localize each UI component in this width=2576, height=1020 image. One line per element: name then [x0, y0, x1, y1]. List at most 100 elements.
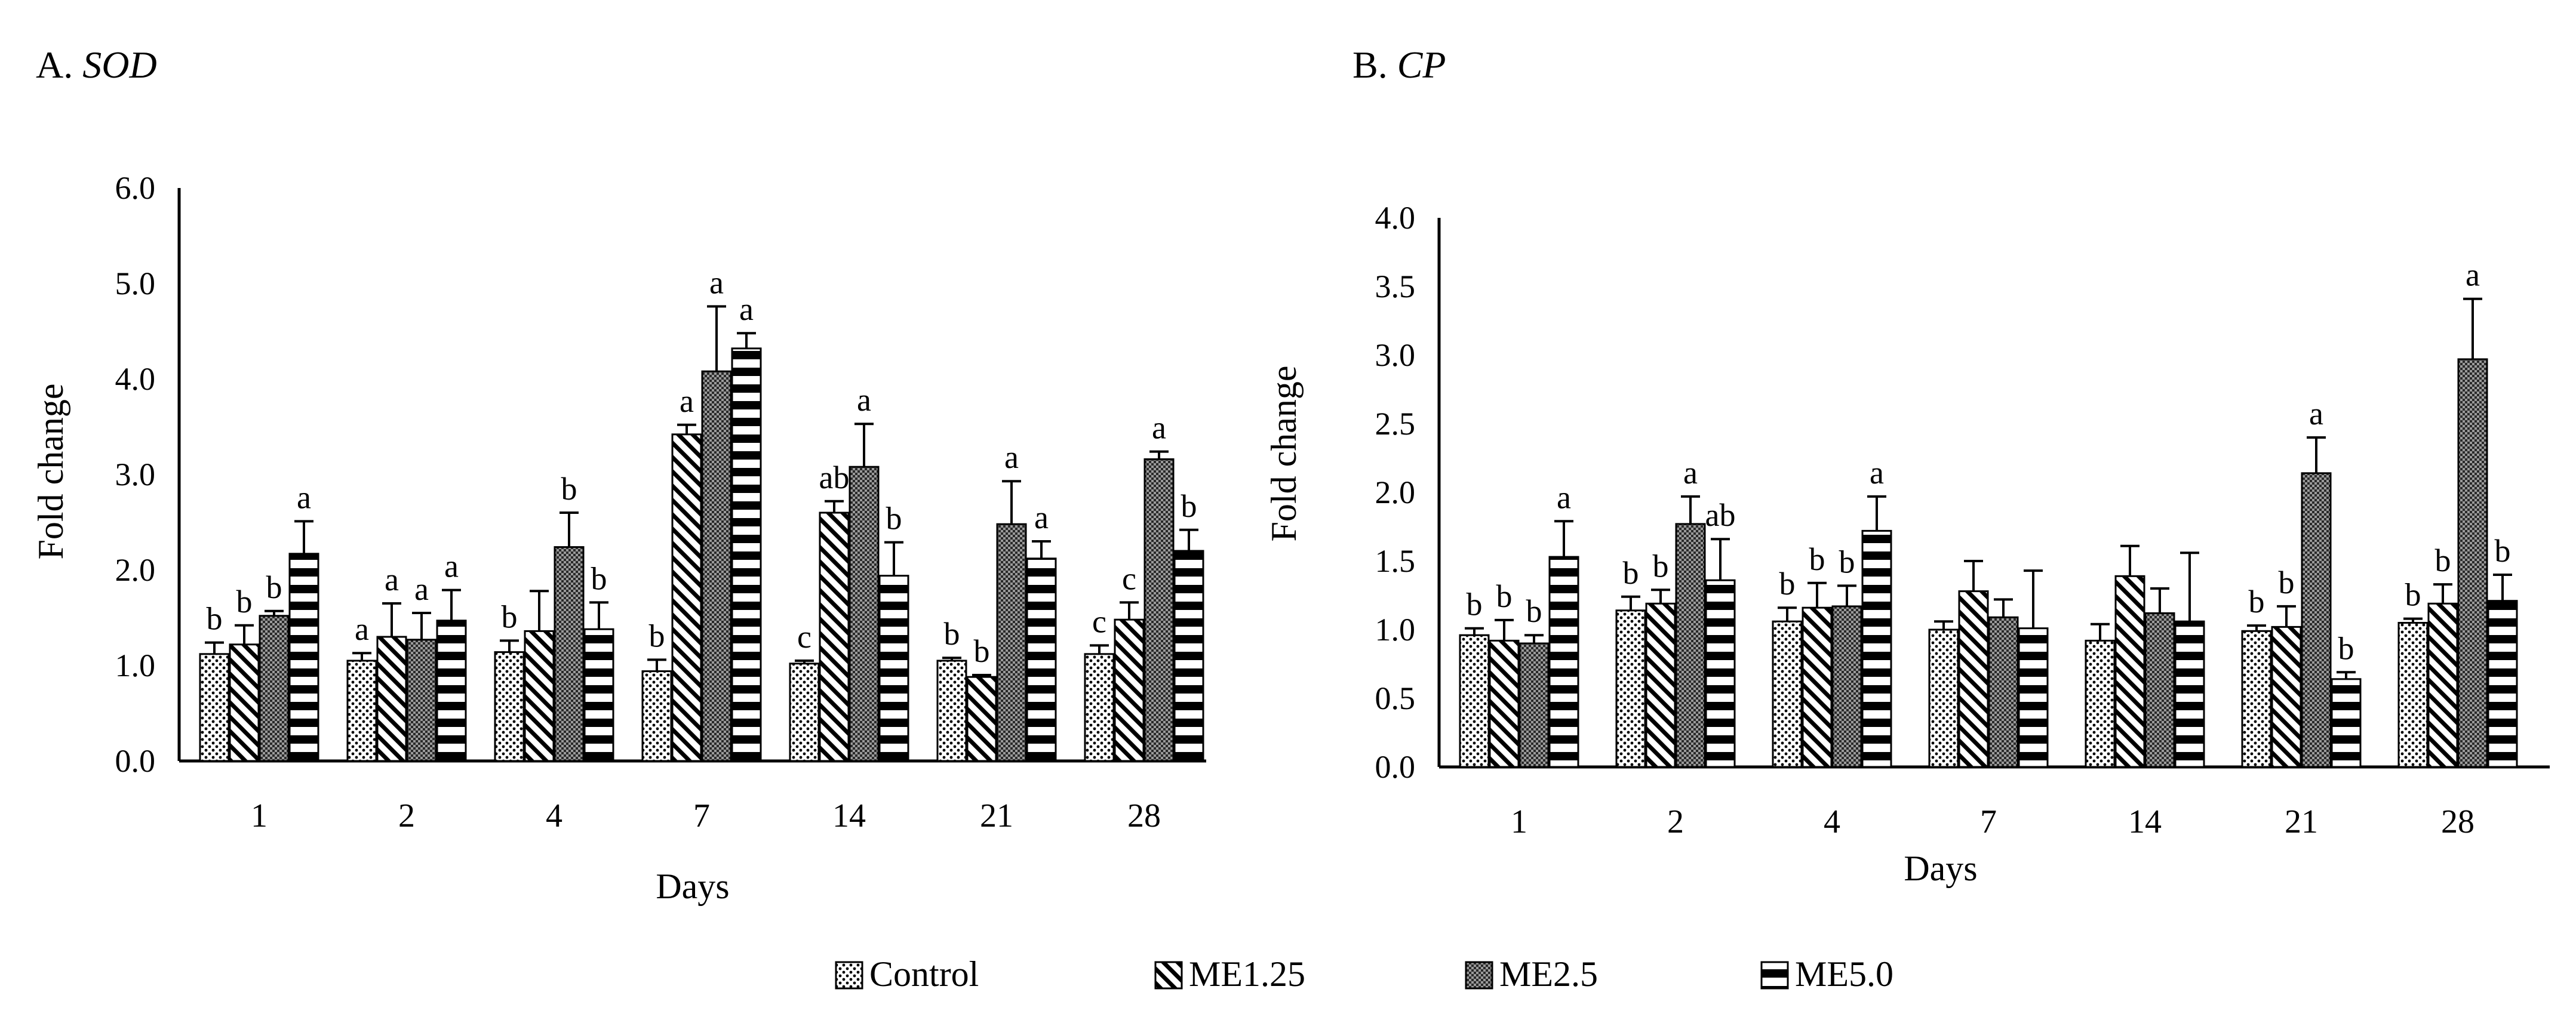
x-tick-label-b: 28: [2441, 803, 2474, 840]
significance-letter-a: c: [797, 619, 811, 655]
legend-swatch-me25: [1465, 961, 1493, 990]
x-tick-label-a: 2: [398, 797, 415, 834]
significance-letter-b: a: [2466, 257, 2480, 293]
bar-b-me25: [2301, 472, 2332, 768]
y-tick-label-b: 0.5: [1375, 680, 1416, 716]
bar-a-me50: [583, 628, 614, 762]
bar-b-me125: [1958, 590, 1989, 768]
bar-a-me50: [1173, 550, 1204, 762]
bar-a-me50: [878, 575, 909, 762]
significance-letter-a: b: [1181, 488, 1197, 524]
bar-a-me25: [849, 466, 880, 762]
bar-b-control: [2241, 630, 2272, 768]
significance-letter-b: a: [1870, 455, 1884, 491]
y-tick-label-a: 5.0: [115, 266, 156, 301]
x-tick-label-b: 4: [1824, 803, 1840, 840]
legend-swatch-control: [835, 961, 863, 990]
legend-swatch-me50: [1760, 961, 1789, 990]
bar-b-control: [1459, 634, 1490, 768]
x-tick-label-a: 21: [980, 797, 1013, 834]
significance-letter-b: a: [2309, 396, 2323, 432]
bar-b-me25: [1988, 616, 2019, 768]
significance-letter-a: b: [944, 616, 960, 652]
bar-b-me25: [2457, 358, 2488, 768]
significance-letter-a: b: [974, 633, 990, 669]
y-tick-label-b: 4.0: [1375, 200, 1416, 236]
bar-b-me50: [1548, 556, 1579, 768]
significance-letter-b: b: [1653, 548, 1669, 584]
significance-letter-b: ab: [1705, 497, 1736, 533]
significance-letter-a: a: [739, 291, 754, 327]
y-tick-label-b: 1.0: [1375, 612, 1416, 648]
bar-a-me25: [554, 546, 585, 762]
significance-letter-a: a: [857, 382, 871, 418]
legend-label: ME1.25: [1189, 954, 1305, 994]
y-tick-label-b: 2.5: [1375, 406, 1416, 442]
panel-a-gene: SOD: [82, 44, 156, 86]
x-tick-label-b: 14: [2128, 803, 2162, 840]
significance-letter-b: b: [1467, 587, 1483, 623]
bar-a-control: [789, 662, 820, 762]
bar-b-control: [1928, 628, 1959, 768]
x-tick-label-a: 28: [1127, 797, 1161, 834]
x-tick-label-a: 4: [546, 797, 562, 834]
y-tick-label-a: 2.0: [115, 552, 156, 588]
x-tick-label-a: 7: [693, 797, 710, 834]
bar-b-me25: [2144, 612, 2175, 768]
significance-letter-a: c: [1122, 560, 1136, 596]
significance-letter-a: a: [1034, 500, 1049, 535]
panel-b-xlabel: Days: [1904, 849, 1977, 888]
bar-b-me125: [1489, 639, 1520, 768]
bar-a-me50: [436, 620, 467, 762]
bar-a-me25: [259, 615, 290, 762]
significance-letter-a: b: [236, 584, 253, 620]
legend: Control ME1.25 ME2.5 ME5.0: [835, 954, 1893, 994]
bar-b-control: [2085, 639, 2116, 768]
bar-a-control: [494, 651, 525, 762]
bar-a-control: [936, 660, 967, 762]
significance-letter-b: b: [2279, 565, 2295, 600]
x-tick-label-a: 1: [251, 797, 268, 834]
y-tick-label-b: 3.5: [1375, 269, 1416, 304]
bar-a-me125: [524, 630, 555, 762]
y-tick-label-a: 4.0: [115, 361, 156, 397]
significance-letter-a: a: [385, 562, 399, 597]
significance-letter-b: b: [1839, 544, 1855, 580]
significance-letter-b: b: [2435, 543, 2451, 578]
significance-letter-a: a: [1152, 410, 1166, 446]
bar-b-control: [1615, 609, 1646, 768]
bar-a-me25: [1143, 458, 1175, 762]
panel-a-title: A. SOD: [36, 44, 157, 86]
y-tick-label-b: 2.0: [1375, 474, 1416, 510]
significance-letter-a: a: [444, 548, 459, 584]
significance-letter-b: b: [2495, 533, 2511, 569]
bar-b-me125: [1802, 606, 1833, 768]
x-tick-label-b: 7: [1980, 803, 1997, 840]
bar-a-control: [199, 653, 230, 762]
significance-letter-b: a: [1557, 479, 1571, 515]
significance-letter-a: b: [266, 569, 282, 605]
panel-b-ylabel: Fold change: [1264, 366, 1304, 542]
significance-letter-b: b: [1496, 578, 1513, 614]
y-tick-label-a: 0.0: [115, 743, 156, 779]
significance-letter-b: b: [1623, 555, 1639, 591]
bar-a-me125: [376, 636, 407, 762]
bar-a-control: [1084, 653, 1115, 762]
bar-b-me50: [2487, 600, 2518, 768]
significance-letter-a: b: [649, 618, 665, 654]
bar-a-me25: [996, 523, 1027, 762]
significance-letter-b: b: [2405, 577, 2421, 613]
significance-letter-b: b: [1809, 541, 1825, 577]
bar-a-me125: [966, 676, 997, 762]
y-tick-label-b: 0.0: [1375, 749, 1416, 785]
significance-letter-a: a: [1004, 439, 1019, 475]
x-tick-label-a: 14: [832, 797, 866, 834]
legend-swatch-me125: [1154, 961, 1183, 990]
panel-a-label: A.: [36, 44, 73, 86]
bar-a-me50: [1026, 557, 1057, 762]
bar-b-me50: [2174, 620, 2205, 768]
bar-a-me125: [671, 433, 702, 762]
